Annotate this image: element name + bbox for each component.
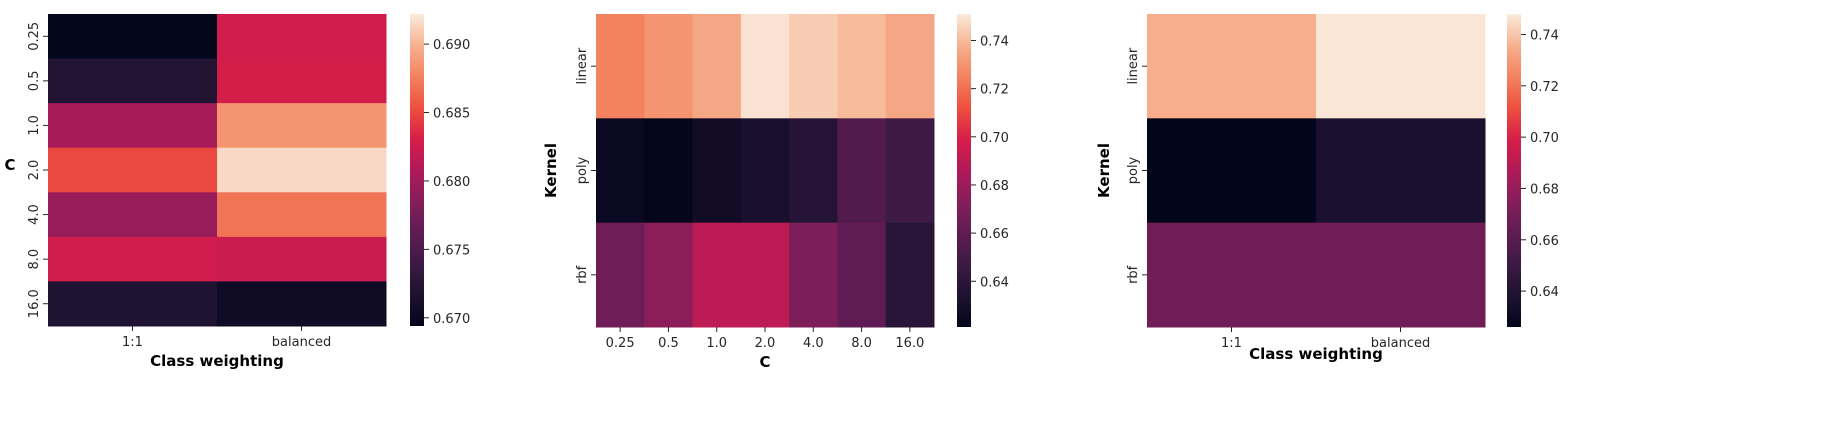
heatmap-cell-poly-16-0 xyxy=(885,118,935,224)
heatmap-cell-poly-0-25 xyxy=(596,118,645,224)
heatmap-cell-poly-8-0 xyxy=(837,118,887,224)
heatmap-cell-0-25-balanced xyxy=(217,14,387,60)
heatmap-cell-linear-1-0 xyxy=(692,14,742,119)
colorbar-tick-label: 0.70 xyxy=(980,131,1009,146)
x-axis-label: Class weighting xyxy=(150,352,284,370)
y-axis-label: Kernel xyxy=(1095,143,1113,198)
heatmap-cell-linear-16-0 xyxy=(885,14,935,119)
y-tick-label: rbf xyxy=(1126,265,1141,284)
x-tick-label: 8.0 xyxy=(851,336,872,351)
y-tick-label: linear xyxy=(575,47,590,84)
x-tick-label: 0.5 xyxy=(658,336,679,351)
heatmap-cell-rbf-4-0 xyxy=(789,222,838,328)
y-tick-label: linear xyxy=(1126,47,1141,84)
x-tick-label: balanced xyxy=(272,335,331,350)
colorbar-tick-label: 0.68 xyxy=(980,179,1009,194)
heatmap-cell-8-0-balanced xyxy=(217,236,387,282)
colorbar-tick-label: 0.66 xyxy=(980,227,1009,242)
heatmap-cell-linear-0-5 xyxy=(644,14,694,119)
heatmap-cell-linear-0-25 xyxy=(596,14,645,119)
colorbar-tick-label: 0.74 xyxy=(1530,29,1559,44)
colorbar-tick-label: 0.675 xyxy=(433,243,470,258)
x-tick-label: 1.0 xyxy=(706,336,727,351)
colorbar-tick-label: 0.685 xyxy=(433,107,470,122)
y-tick-label: 0.5 xyxy=(27,71,42,92)
y-tick-label: 2.0 xyxy=(27,160,42,181)
heatmap-cell-16-0-balanced xyxy=(217,281,387,327)
heatmap-cell-0-5-balanced xyxy=(217,58,387,104)
heatmap-cell-linear-balanced xyxy=(1316,14,1486,119)
heatmap-cell-linear-2-0 xyxy=(740,14,790,119)
heatmap-cell-linear-4-0 xyxy=(789,14,838,119)
x-tick-label: 4.0 xyxy=(803,336,824,351)
x-tick-label: 0.25 xyxy=(606,336,635,351)
heatmap-cell-0-5-1-1 xyxy=(48,58,218,104)
x-axis-label: Class weighting xyxy=(1249,345,1383,363)
x-tick-label: 1:1 xyxy=(122,335,143,350)
heatmap-cell-rbf-balanced xyxy=(1316,222,1486,328)
heatmap-cell-0-25-1-1 xyxy=(48,14,218,60)
colorbar xyxy=(410,14,424,326)
colorbar-tick-label: 0.74 xyxy=(980,34,1009,49)
heatmap-cell-poly-0-5 xyxy=(644,118,694,224)
heatmap-cell-1-0-balanced xyxy=(217,103,387,149)
heatmap-cell-4-0-1-1 xyxy=(48,192,218,238)
heatmap-panel-class-weighting-vs-c: 0.25 0.5 1.0 2.0 4.0 8.0 16.0 1:1 balanced Class … xyxy=(4,14,470,370)
x-axis-label: C xyxy=(759,353,770,371)
heatmap-cell-poly-2-0 xyxy=(740,118,790,224)
heatmap-cell-poly-balanced xyxy=(1316,118,1486,224)
colorbar-tick-label: 0.670 xyxy=(433,312,470,327)
y-tick-label: poly xyxy=(575,156,590,184)
heatmap-panel-kernel-vs-c: linear poly rbf 0.25 0.5 1.0 2.0 4.0 8.0 16.0 C Ker… xyxy=(542,14,1009,371)
heatmap-cell-2-0-balanced xyxy=(217,147,387,193)
colorbar xyxy=(1507,14,1521,327)
heatmap-cell-8-0-1-1 xyxy=(48,236,218,282)
heatmap-cell-2-0-1-1 xyxy=(48,147,218,193)
y-tick-label: poly xyxy=(1126,156,1141,184)
colorbar-tick-label: 0.64 xyxy=(1530,285,1559,300)
colorbar-tick-label: 0.66 xyxy=(1530,234,1559,249)
heatmap-cell-rbf-8-0 xyxy=(837,222,887,328)
heatmap-cell-rbf-0-5 xyxy=(644,222,694,328)
heatmap-cell-1-0-1-1 xyxy=(48,103,218,149)
heatmap-cell-4-0-balanced xyxy=(217,192,387,238)
colorbar-tick-label: 0.64 xyxy=(980,275,1009,290)
y-axis-label: Kernel xyxy=(542,143,560,198)
heatmap-cell-linear-8-0 xyxy=(837,14,887,119)
colorbar-tick-label: 0.680 xyxy=(433,175,470,190)
x-tick-label: 16.0 xyxy=(895,336,924,351)
y-tick-label: 8.0 xyxy=(27,249,42,270)
y-axis-label: C xyxy=(4,156,15,174)
y-tick-label: 16.0 xyxy=(27,289,42,318)
heatmap-cell-16-0-1-1 xyxy=(48,281,218,327)
x-tick-label: balanced xyxy=(1371,336,1430,351)
colorbar-tick-label: 0.70 xyxy=(1530,131,1559,146)
colorbar-tick-label: 0.72 xyxy=(1530,80,1559,95)
x-tick-label: 2.0 xyxy=(755,336,776,351)
heatmap-cell-rbf-1-1 xyxy=(1147,222,1317,328)
y-tick-label: rbf xyxy=(575,265,590,284)
colorbar-tick-label: 0.68 xyxy=(1530,182,1559,197)
x-tick-label: 1:1 xyxy=(1221,336,1242,351)
heatmap-cell-poly-4-0 xyxy=(789,118,838,224)
heatmap-cell-poly-1-0 xyxy=(692,118,742,224)
heatmap-cell-poly-1-1 xyxy=(1147,118,1317,224)
colorbar-tick-label: 0.72 xyxy=(980,83,1009,98)
heatmap-cell-rbf-0-25 xyxy=(596,222,645,328)
colorbar xyxy=(957,14,971,327)
heatmap-cell-linear-1-1 xyxy=(1147,14,1317,119)
y-tick-label: 4.0 xyxy=(27,204,42,225)
colorbar-tick-label: 0.690 xyxy=(433,38,470,53)
heatmap-cell-rbf-16-0 xyxy=(885,222,935,328)
heatmap-cell-rbf-1-0 xyxy=(692,222,742,328)
heatmap-cell-rbf-2-0 xyxy=(740,222,790,328)
y-tick-label: 0.25 xyxy=(27,22,42,51)
y-tick-label: 1.0 xyxy=(27,115,42,136)
